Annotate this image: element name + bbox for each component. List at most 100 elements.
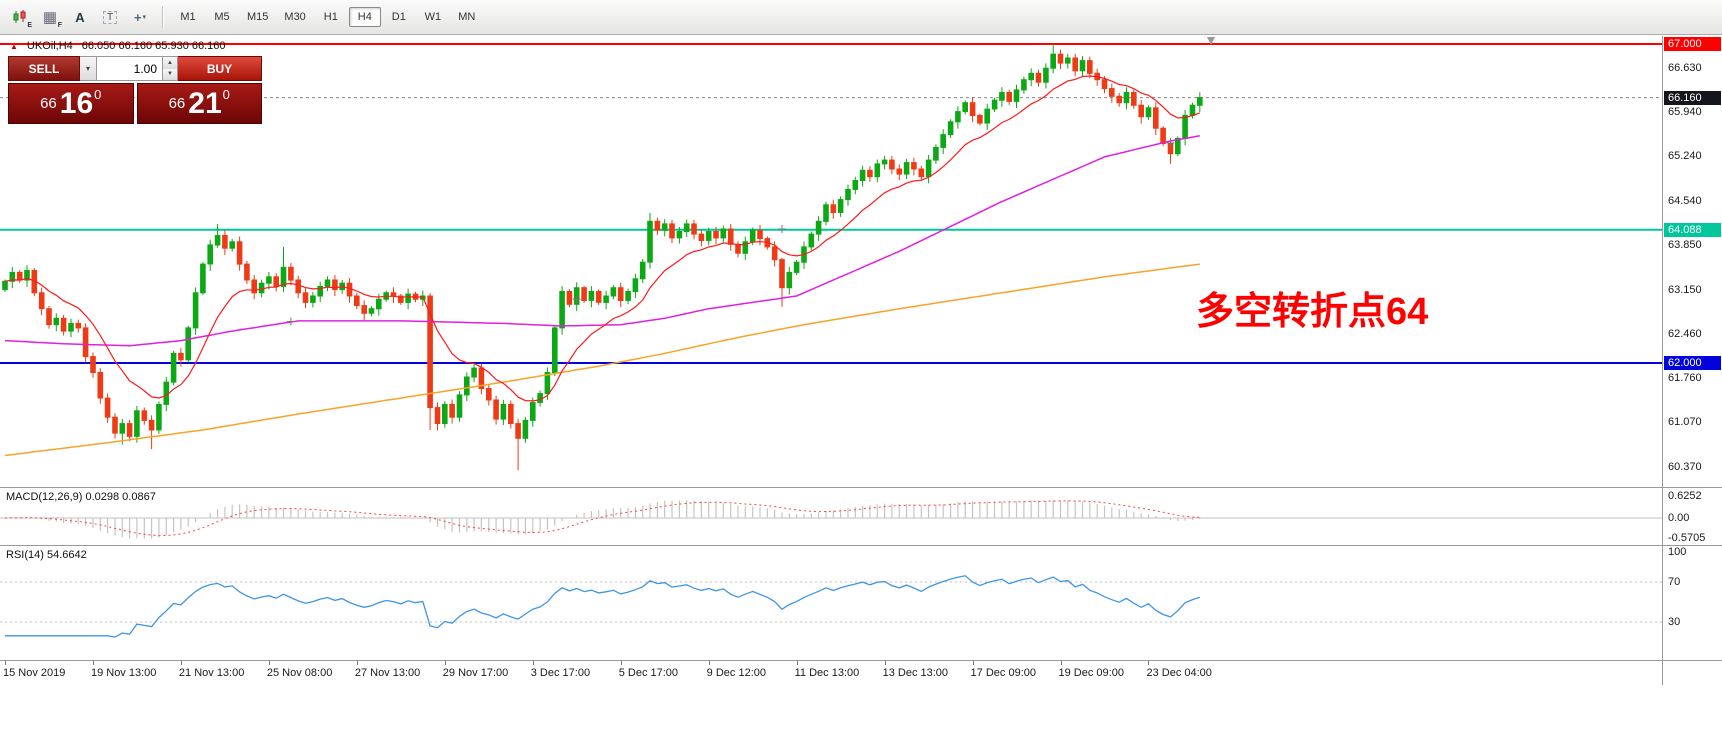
ohlc-values: 66.050 66.160 65.930 66.160 <box>81 40 226 52</box>
chart-template-icon[interactable]: ▦ F <box>36 3 64 31</box>
rsi-axis[interactable]: 100 70 30 <box>1663 546 1722 660</box>
price-tick-label: 64.540 <box>1668 194 1702 207</box>
rsi-tick-label: 100 <box>1668 546 1687 558</box>
sell-price-sup: 0 <box>94 87 102 102</box>
ma-fast-line <box>4 75 1201 402</box>
time-tick-label: 5 Dec 17:00 <box>618 667 679 679</box>
price-tick-label: 65.940 <box>1668 105 1702 118</box>
sell-price-prefix: 66 <box>40 95 57 112</box>
symbol-timeframe-label: UKOil,H4 <box>26 40 73 52</box>
volume-decrease-button[interactable]: ▼ <box>163 68 177 80</box>
macd-panel-canvas[interactable] <box>0 488 1662 545</box>
timeframe-button-d1[interactable]: D1 <box>391 11 406 23</box>
macd-tick-label: 0.6252 <box>1668 489 1702 502</box>
panel-separator[interactable] <box>0 660 1722 661</box>
macd-axis[interactable]: 0.6252 0.00 -0.5705 <box>1663 488 1722 545</box>
sell-button[interactable]: SELL <box>8 56 80 81</box>
price-tick-label: 63.850 <box>1668 238 1702 251</box>
price-tick-label: 66.630 <box>1668 61 1702 74</box>
panel-separator[interactable] <box>0 487 1722 488</box>
time-tick-label: 29 Nov 17:00 <box>442 667 509 679</box>
main-chart-canvas[interactable] <box>0 36 1662 487</box>
time-tick-mark <box>532 661 534 665</box>
buy-price-sup: 0 <box>222 87 230 102</box>
price-tick-label: 61.070 <box>1668 416 1702 429</box>
time-tick-mark <box>620 661 622 665</box>
toolbar: E ▦ F A T + ▾ M1 M5 M15 M30 H1 H4 D1 W1 MN <box>0 0 1722 35</box>
symbol-marker-icon: ▲ <box>10 41 18 51</box>
panel-separator[interactable] <box>0 545 1722 546</box>
time-tick-label: 15 Nov 2019 <box>3 667 66 679</box>
time-tick-label: 13 Dec 13:00 <box>882 667 949 679</box>
macd-signal-line <box>4 500 1200 537</box>
textbox-tool-icon[interactable]: T <box>96 3 124 31</box>
timeframe-button-h1[interactable]: H1 <box>323 11 338 23</box>
timeframe-button-m5[interactable]: M5 <box>214 11 230 23</box>
time-tick-mark <box>1148 661 1150 665</box>
macd-tick-label: 0.00 <box>1668 512 1690 524</box>
time-tick-mark <box>92 661 94 665</box>
time-tick-mark <box>972 661 974 665</box>
sell-price-main: 16 <box>59 86 94 120</box>
timeframe-button-m30[interactable]: M30 <box>284 11 306 23</box>
price-level-badge: 67.000 <box>1664 36 1721 51</box>
chart-annotation: 多空转折点64 <box>1196 291 1429 333</box>
volume-spinner: ▲ ▼ <box>163 56 178 81</box>
time-tick-label: 17 Dec 09:00 <box>970 667 1036 679</box>
chart-type-icon[interactable]: E <box>6 3 34 31</box>
time-tick-mark <box>796 661 798 665</box>
crosshair-glyph: + <box>133 9 142 25</box>
rsi-panel-canvas[interactable] <box>0 546 1662 660</box>
time-tick-label: 23 Dec 04:00 <box>1146 667 1212 679</box>
price-axis-separator <box>1662 36 1663 685</box>
buy-price-main: 21 <box>188 86 222 120</box>
price-level-badge: 62.000 <box>1664 355 1721 370</box>
crosshair-tool-icon[interactable]: + ▾ <box>126 3 154 31</box>
letter-a-glyph: A <box>75 9 85 25</box>
sell-price-display[interactable]: 66 16 0 <box>8 83 134 124</box>
price-tick-label: 63.150 <box>1668 283 1702 296</box>
time-axis[interactable]: 15 Nov 2019 19 Nov 13:00 21 Nov 13:00 25 No… <box>0 661 1722 687</box>
volume-increase-button[interactable]: ▲ <box>163 57 177 69</box>
time-tick-label: 19 Dec 09:00 <box>1058 667 1124 679</box>
timeframe-button-group: M1 M5 M15 M30 H1 H4 D1 W1 MN <box>171 7 484 27</box>
time-tick-label: 9 Dec 12:00 <box>706 667 766 679</box>
volume-dropdown-button[interactable]: ▾ <box>80 56 97 81</box>
time-tick-label: 25 Nov 08:00 <box>266 667 333 679</box>
macd-histogram <box>11 500 1201 539</box>
price-tick-label: 60.370 <box>1668 460 1702 473</box>
time-tick-label: 19 Nov 13:00 <box>90 667 157 679</box>
time-tick-mark <box>5 661 6 665</box>
buy-price-display[interactable]: 66 21 0 <box>136 83 262 124</box>
icon-badge: F <box>57 22 62 29</box>
chevron-down-icon: ▾ <box>85 64 90 73</box>
trade-marker <box>1166 138 1175 147</box>
price-tick-label: 65.240 <box>1668 150 1702 163</box>
rsi-label: RSI(14) 54.6642 <box>6 549 87 561</box>
chart-shift-marker[interactable] <box>1207 37 1215 45</box>
trade-marker <box>286 317 295 326</box>
price-level-badge: 66.160 <box>1664 90 1721 105</box>
timeframe-button-h4[interactable]: H4 <box>348 7 381 27</box>
rsi-tick-label: 70 <box>1668 576 1681 588</box>
trade-marker <box>572 295 581 304</box>
text-annotation-icon[interactable]: A <box>66 3 94 31</box>
buy-button[interactable]: BUY <box>178 56 262 81</box>
time-tick-mark <box>356 661 358 665</box>
grid-glyph: ▦ <box>42 9 58 26</box>
candles-glyph <box>13 10 26 23</box>
price-axis[interactable]: 66.630 65.940 65.240 64.540 63.850 63.150 62.4… <box>1663 36 1722 487</box>
timeframe-button-mn[interactable]: MN <box>458 11 476 23</box>
chevron-down-icon: ▾ <box>142 14 147 21</box>
ma-slow-line <box>4 263 1200 457</box>
timeframe-button-w1[interactable]: W1 <box>424 11 442 23</box>
timeframe-button-m15[interactable]: M15 <box>247 11 269 23</box>
rsi-line <box>5 575 1200 638</box>
volume-input[interactable] <box>97 56 163 81</box>
time-tick-label: 3 Dec 17:00 <box>530 667 591 679</box>
toolbar-icon-group: E ▦ F A T + ▾ <box>5 3 155 31</box>
timeframe-button-m1[interactable]: M1 <box>180 11 196 23</box>
toolbar-separator <box>162 6 164 28</box>
trade-marker <box>777 224 786 233</box>
